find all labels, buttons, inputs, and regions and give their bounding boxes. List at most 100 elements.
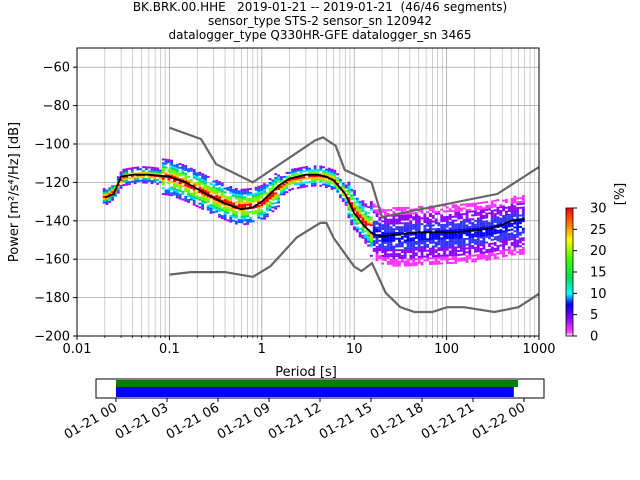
heatmap-cell: [212, 211, 216, 214]
heatmap-cell: [299, 176, 303, 179]
heatmap-cell: [336, 188, 340, 191]
heatmap-cell: [201, 203, 205, 206]
heatmap-cell: [209, 188, 213, 191]
heatmap-cell: [130, 171, 134, 174]
heatmap-cell: [496, 231, 500, 234]
heatmap-cell: [471, 202, 475, 205]
heatmap-cell: [375, 257, 379, 260]
heatmap-cell: [504, 201, 508, 204]
heatmap-cell: [443, 233, 446, 236]
heatmap-cell: [457, 236, 460, 239]
heatmap-cell: [381, 228, 385, 231]
heatmap-cell: [364, 212, 368, 215]
heatmap-cell: [420, 253, 424, 256]
heatmap-cell: [437, 254, 441, 257]
heatmap-cell: [490, 233, 494, 236]
heatmap-cell: [265, 197, 269, 200]
heatmap-cell: [417, 257, 421, 260]
heatmap-cell: [400, 254, 404, 257]
heatmap-cell: [496, 210, 500, 213]
heatmap-cell: [302, 183, 306, 186]
heatmap-cell: [384, 241, 387, 244]
heatmap-cell: [499, 209, 503, 212]
heatmap-cell: [521, 231, 525, 234]
heatmap-cell: [384, 230, 387, 233]
heatmap-cell: [305, 166, 309, 169]
heatmap-cell: [229, 220, 233, 223]
heatmap-cell: [333, 185, 337, 188]
y-tick-label: −200: [34, 330, 70, 345]
heatmap-cell: [161, 158, 165, 161]
heatmap-cell: [443, 216, 446, 219]
heatmap-cell: [274, 205, 278, 208]
heatmap-cell: [392, 257, 396, 260]
heatmap-cell: [459, 203, 463, 206]
heatmap-cell: [344, 201, 348, 204]
heatmap-cell: [434, 230, 438, 233]
heatmap-cell: [378, 230, 382, 233]
heatmap-cell: [445, 219, 449, 222]
heatmap-cell: [201, 207, 205, 210]
heatmap-cell: [381, 262, 385, 265]
heatmap-cell: [521, 237, 525, 240]
heatmap-cell: [434, 241, 438, 244]
heatmap-cell: [476, 211, 480, 214]
heatmap-cell: [403, 241, 407, 244]
heatmap-cell: [457, 244, 460, 247]
heatmap-cell: [147, 176, 151, 179]
heatmap-cell: [454, 248, 458, 251]
heatmap-cell: [440, 239, 444, 242]
heatmap-cell: [341, 194, 345, 197]
heatmap-cell: [479, 224, 483, 227]
heatmap-cell: [507, 248, 511, 251]
heatmap-cell: [347, 187, 351, 190]
heatmap-cell: [201, 177, 205, 180]
heatmap-cell: [519, 237, 522, 240]
heatmap-cell: [178, 182, 182, 185]
heatmap-cell: [485, 214, 489, 217]
heatmap-cell: [468, 231, 472, 234]
heatmap-cell: [429, 230, 432, 233]
heatmap-cell: [403, 252, 407, 255]
heatmap-cell: [187, 179, 190, 182]
heatmap-cell: [327, 167, 331, 170]
heatmap-cell: [488, 235, 491, 238]
heatmap-cell: [459, 207, 463, 210]
heatmap-cell: [347, 189, 351, 192]
heatmap-cell: [521, 206, 525, 209]
heatmap-cell: [305, 181, 309, 184]
heatmap-cell: [153, 167, 157, 170]
heatmap-cell: [406, 206, 410, 209]
heatmap-cell: [513, 222, 517, 225]
heatmap-cell: [496, 229, 500, 232]
heatmap-cell: [358, 222, 362, 225]
heatmap-cell: [215, 206, 219, 209]
heatmap-cell: [218, 194, 221, 197]
heatmap-cell: [519, 214, 522, 217]
heatmap-cell: [400, 231, 404, 234]
heatmap-cell: [451, 223, 455, 226]
heatmap-cell: [403, 229, 407, 232]
heatmap-cell: [504, 199, 508, 202]
heatmap-cell: [173, 183, 176, 186]
heatmap-cell: [277, 205, 280, 208]
heatmap-cell: [378, 218, 382, 221]
heatmap-cell: [206, 200, 210, 203]
heatmap-cell: [161, 181, 165, 184]
heatmap-cell: [150, 170, 154, 173]
heatmap-cell: [322, 173, 325, 176]
heatmap-cell: [384, 238, 387, 241]
heatmap-cell: [116, 185, 120, 188]
heatmap-cell: [429, 238, 432, 241]
heatmap-cell: [125, 170, 129, 173]
heatmap-cell: [479, 240, 483, 243]
heatmap-cell: [451, 215, 455, 218]
heatmap-cell: [369, 254, 373, 257]
heatmap-cell: [412, 223, 415, 226]
heatmap-cell: [392, 224, 396, 227]
heatmap-cell: [451, 206, 455, 209]
heatmap-cell: [206, 198, 210, 201]
heatmap-cell: [448, 262, 452, 265]
heatmap-cell: [384, 226, 387, 229]
heatmap-cell: [226, 188, 230, 191]
